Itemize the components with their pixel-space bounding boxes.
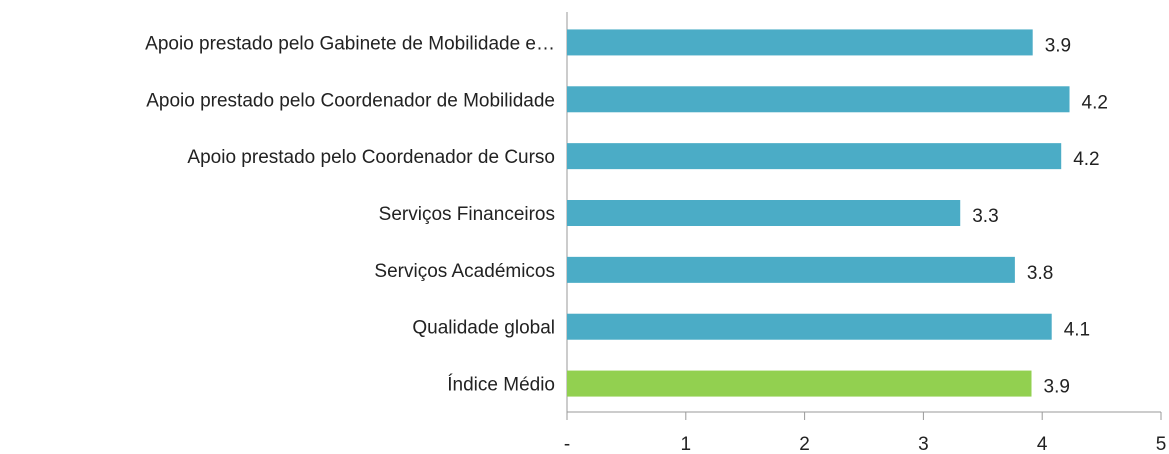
y-tick-label: Serviços Financeiros [379, 204, 555, 225]
data-label: 3.9 [1044, 377, 1070, 398]
x-tick-label: - [564, 434, 570, 454]
y-tick-label: Qualidade global [412, 318, 555, 339]
bar [567, 86, 1070, 113]
y-tick-label: Índice Médio [447, 375, 555, 396]
x-tick-label: 5 [1156, 434, 1167, 454]
data-label: 3.3 [972, 206, 998, 227]
data-label: 4.2 [1073, 149, 1099, 170]
bar [567, 29, 1033, 56]
x-tick-label: 1 [681, 434, 692, 454]
data-label: 4.1 [1064, 320, 1090, 341]
x-tick-label: 3 [918, 434, 929, 454]
data-label: 4.2 [1082, 92, 1108, 113]
bar [567, 200, 961, 226]
y-tick-label: Apoio prestado pelo Gabinete de Mobilida… [145, 33, 555, 54]
data-label: 3.8 [1027, 263, 1053, 284]
y-tick-label: Serviços Académicos [374, 261, 555, 282]
bar [567, 313, 1052, 340]
x-tick-label: 4 [1037, 434, 1048, 454]
bar [567, 143, 1062, 170]
x-tick-label: 2 [799, 434, 810, 454]
data-label: 3.9 [1045, 35, 1071, 56]
bar [567, 370, 1032, 397]
y-tick-label: Apoio prestado pelo Coordenador de Mobil… [146, 90, 555, 111]
y-tick-label: Apoio prestado pelo Coordenador de Curso [187, 147, 555, 168]
bar [567, 256, 1015, 283]
